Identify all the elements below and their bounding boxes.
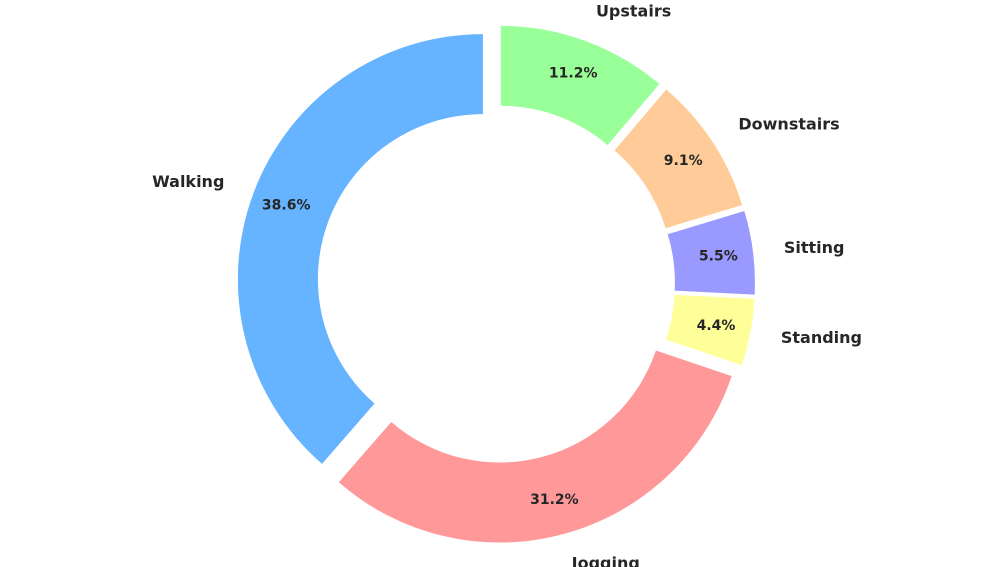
slice-walking — [237, 34, 483, 464]
label-sitting: Sitting — [784, 238, 845, 257]
pct-label-downstairs: 9.1% — [664, 153, 703, 169]
slice-sitting — [667, 210, 755, 295]
pct-label-jogging: 31.2% — [530, 492, 579, 508]
pct-label-upstairs: 11.2% — [549, 66, 598, 82]
pct-label-sitting: 5.5% — [699, 249, 738, 265]
slices-group — [237, 25, 755, 543]
slice-jogging — [338, 350, 732, 543]
label-walking: Walking — [152, 172, 224, 191]
label-downstairs: Downstairs — [738, 114, 839, 133]
label-standing: Standing — [781, 328, 862, 347]
pct-label-standing: 4.4% — [697, 318, 736, 334]
pct-label-walking: 38.6% — [262, 197, 311, 213]
slice-standing — [666, 294, 755, 366]
labels-group: Walking 38.6% Jogging 31.2% Standing 4.4% Sitt… — [152, 1, 862, 567]
label-upstairs: Upstairs — [596, 1, 671, 20]
slice-upstairs — [500, 25, 660, 146]
slice-downstairs — [614, 89, 743, 229]
label-jogging: Jogging — [571, 553, 640, 567]
